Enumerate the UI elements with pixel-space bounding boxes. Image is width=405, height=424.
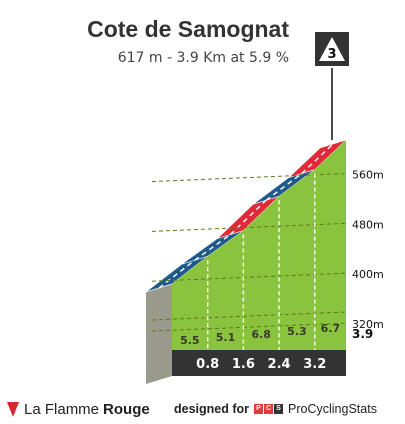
pcs-letter: C (264, 404, 274, 414)
front-face (172, 140, 346, 350)
altitude-gridline (151, 272, 347, 282)
distance-band (172, 350, 346, 376)
strip-centerline (158, 259, 196, 289)
altitude-gridline (151, 173, 347, 183)
category-number: 3 (327, 47, 336, 62)
brand-name-part1: La Flamme (24, 400, 100, 418)
gradient-label: 5.1 (216, 331, 236, 344)
km-label: 2.4 (268, 357, 291, 372)
strip-centerline (265, 172, 303, 201)
climb-subtitle: 617 m - 3.9 Km at 5.9 % (117, 50, 289, 66)
pcs-name: ProCyclingStats (288, 402, 377, 416)
strip-centerline (301, 143, 334, 175)
km-label: 3.2 (303, 357, 326, 372)
altitude-gridline (151, 222, 347, 232)
altitude-gridline (151, 311, 347, 321)
brand-logo: La Flamme Rouge (6, 398, 150, 420)
brand-name-part2: Rouge (103, 400, 150, 418)
gradient-label: 6.8 (251, 328, 271, 341)
end-distance-label: 3.9 (352, 327, 373, 341)
category-triangle-icon (319, 37, 345, 61)
strip-centerline (194, 233, 231, 261)
altitude-gridline (151, 322, 347, 332)
climb-title: Cote de Samognat (87, 16, 289, 42)
pcs-letter: P (254, 404, 264, 414)
designed-for-label: designed for (174, 402, 250, 416)
gradient-label: 6.7 (321, 322, 341, 335)
altitude-tick-label: 400m (352, 268, 384, 281)
credit: designed for P C S ProCyclingStats (174, 398, 377, 420)
pcs-letter: S (274, 404, 284, 414)
pcs-logo-icon: P C S (254, 404, 284, 414)
altitude-tick-label: 320m (352, 318, 384, 331)
gradient-label: 5.3 (287, 325, 307, 338)
km-label: 1.6 (232, 357, 255, 372)
altitude-tick-label: 560m (352, 169, 384, 182)
km-label: 0.8 (196, 357, 219, 372)
flame-icon (7, 402, 19, 417)
altitude-tick-label: 480m (352, 218, 384, 231)
gradient-label: 5.5 (180, 334, 200, 347)
side-wall (146, 283, 172, 384)
